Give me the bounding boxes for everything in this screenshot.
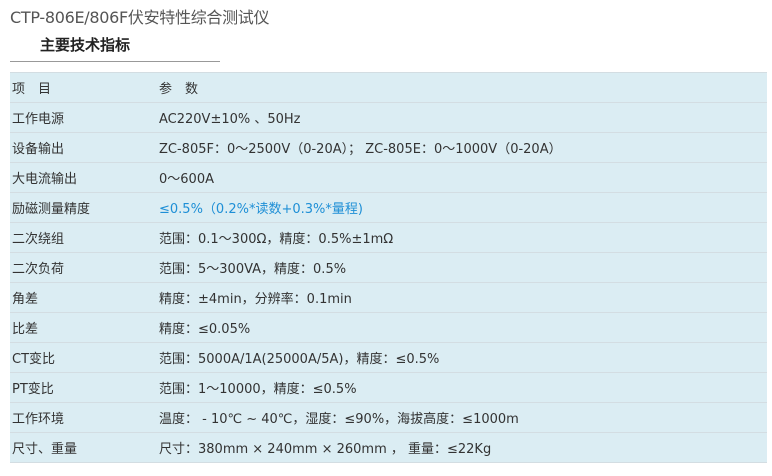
table-row: 工作电源 AC220V±10% 、50Hz xyxy=(10,102,767,133)
header-item: 项 目 xyxy=(10,72,159,103)
spec-value: 范围：1～10000，精度：≤0.5% xyxy=(159,372,767,403)
spec-item: 二次绕组 xyxy=(10,222,159,253)
spec-value: 精度：±4min，分辨率：0.1min xyxy=(159,282,767,313)
spec-value: 温度： - 10℃ ~ 40℃，湿度：≤90%，海拔高度：≤1000m xyxy=(159,402,767,433)
table-row: 角差 精度：±4min，分辨率：0.1min xyxy=(10,282,767,313)
spec-value: 范围：5～300VA，精度：0.5% xyxy=(159,252,767,283)
spec-value: 范围：0.1～300Ω，精度：0.5%±1mΩ xyxy=(159,222,767,253)
table-row: 大电流输出 0～600A xyxy=(10,162,767,193)
spec-item: 二次负荷 xyxy=(10,252,159,283)
spec-item: 设备输出 xyxy=(10,132,159,163)
table-row: 二次负荷 范围：5～300VA，精度：0.5% xyxy=(10,252,767,283)
table-header-row: 项 目 参 数 xyxy=(10,72,767,103)
spec-item: 工作环境 xyxy=(10,402,159,433)
spec-value: 尺寸：380mm × 240mm × 260mm ， 重量：≤22Kg xyxy=(159,432,767,463)
table-row: 设备输出 ZC-805F：0～2500V（0-20A）； ZC-805E：0～10… xyxy=(10,132,767,163)
spec-item: 角差 xyxy=(10,282,159,313)
spec-value: AC220V±10% 、50Hz xyxy=(159,102,767,133)
table-row: PT变比 范围：1～10000，精度：≤0.5% xyxy=(10,372,767,403)
spec-value: 精度：≤0.05% xyxy=(159,312,767,343)
spec-table: 项 目 参 数 工作电源 AC220V±10% 、50Hz 设备输出 ZC-805F：… xyxy=(10,72,767,463)
table-row: 尺寸、重量 尺寸：380mm × 240mm × 260mm ， 重量：≤22Kg xyxy=(10,432,767,463)
spec-item: CT变比 xyxy=(10,342,159,373)
section-title: 主要技术指标 xyxy=(40,36,131,54)
spec-value: 0～600A xyxy=(159,162,767,193)
header-value: 参 数 xyxy=(159,72,767,103)
spec-item: 工作电源 xyxy=(10,102,159,133)
table-row: 二次绕组 范围：0.1～300Ω，精度：0.5%±1mΩ xyxy=(10,222,767,253)
spec-item: 比差 xyxy=(10,312,159,343)
spec-item: 大电流输出 xyxy=(10,162,159,193)
table-row: 励磁测量精度 ≤0.5%（0.2%*读数+0.3%*量程) xyxy=(10,192,767,223)
spec-value: 范围：5000A/1A(25000A/5A)，精度：≤0.5% xyxy=(159,342,767,373)
table-row: CT变比 范围：5000A/1A(25000A/5A)，精度：≤0.5% xyxy=(10,342,767,373)
table-row: 比差 精度：≤0.05% xyxy=(10,312,767,343)
table-row: 工作环境 温度： - 10℃ ~ 40℃，湿度：≤90%，海拔高度：≤1000m xyxy=(10,402,767,433)
divider xyxy=(10,61,220,62)
spec-value: ZC-805F：0～2500V（0-20A）； ZC-805E：0～1000V（… xyxy=(159,132,767,163)
spec-item: 励磁测量精度 xyxy=(10,192,159,223)
spec-value: ≤0.5%（0.2%*读数+0.3%*量程) xyxy=(159,192,767,223)
page-title: CTP-806E/806F伏安特性综合测试仪 xyxy=(10,8,270,27)
spec-item: 尺寸、重量 xyxy=(10,432,159,463)
spec-item: PT变比 xyxy=(10,372,159,403)
